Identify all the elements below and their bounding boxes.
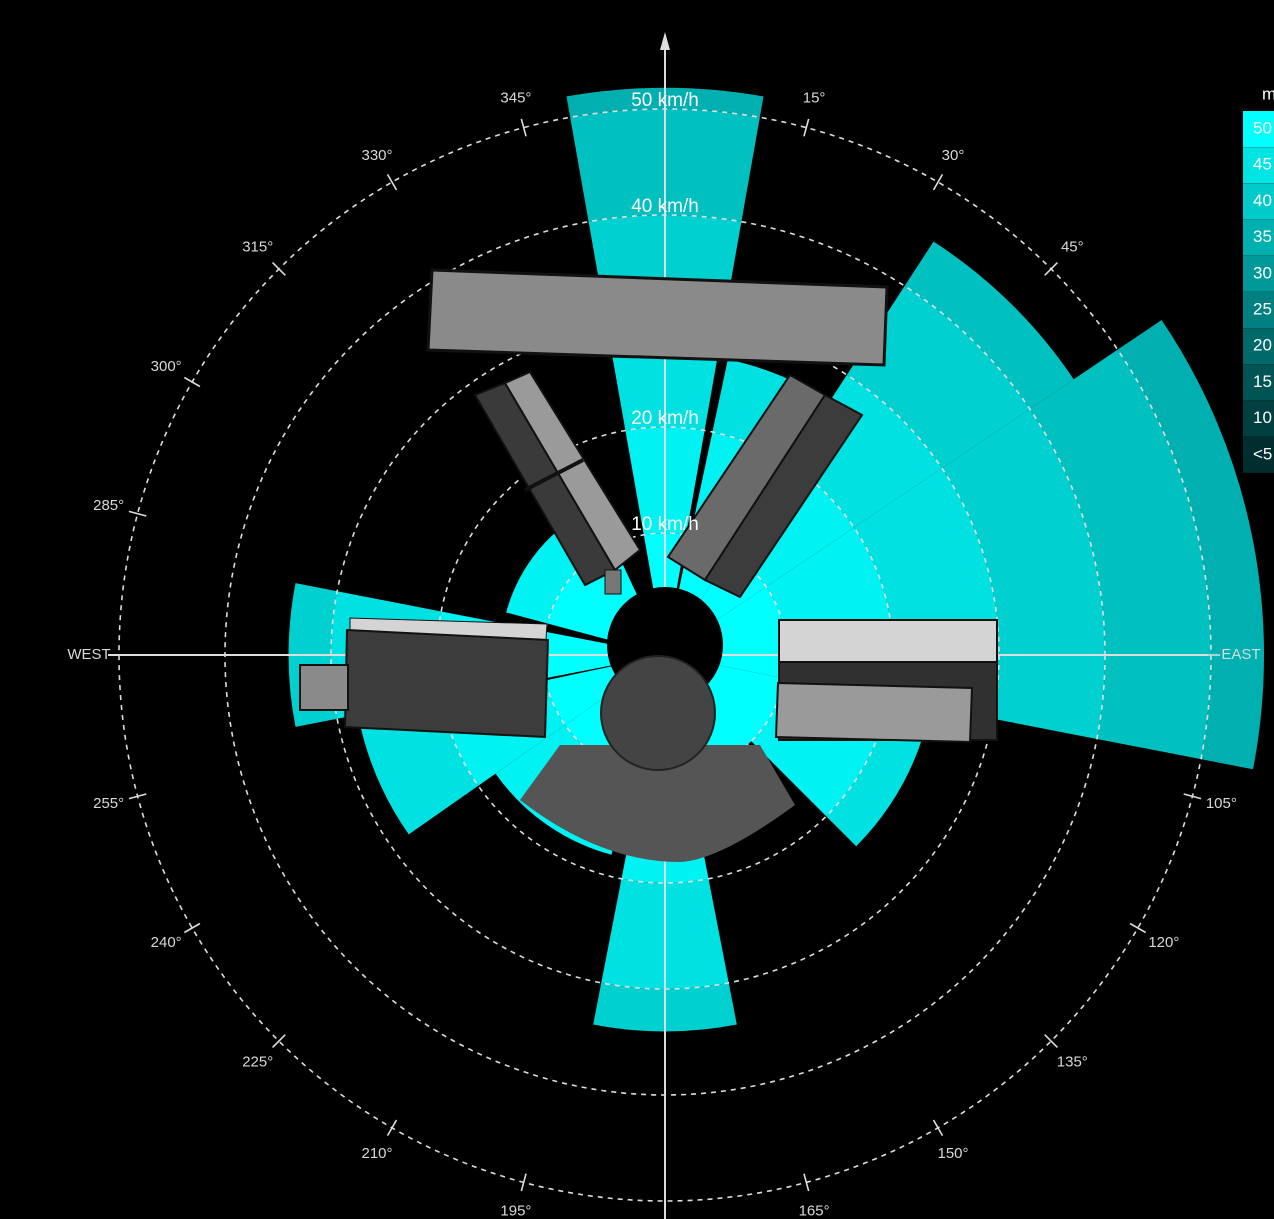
angle-label: 345° [500, 90, 531, 107]
sector-band [359, 702, 479, 835]
angle-tick [271, 261, 286, 276]
angle-label: 45° [1061, 239, 1084, 256]
legend-swatch [1243, 328, 1274, 365]
building [600, 655, 716, 771]
legend-swatch [1243, 364, 1274, 401]
angle-label: 315° [242, 239, 273, 256]
legend-swatch [1243, 111, 1274, 147]
legend-label: 35 [1253, 227, 1272, 246]
angle-label: 330° [361, 147, 392, 164]
angle-tick [128, 793, 147, 800]
sector-band [846, 285, 1030, 469]
angle-label: 225° [242, 1053, 273, 1070]
sector-band [1117, 320, 1264, 770]
legend-swatch [1243, 219, 1274, 256]
angle-tick [520, 1173, 527, 1192]
building [703, 393, 864, 599]
legend-swatch [1243, 436, 1274, 473]
angle-tick [183, 376, 201, 388]
angle-label: WEST [67, 646, 110, 663]
ring-label: 20 km/h [631, 408, 699, 429]
angle-label: 120° [1148, 934, 1179, 951]
building [426, 268, 889, 367]
legend-label: <5 [1253, 444, 1272, 463]
angle-tick [1183, 793, 1202, 800]
angle-tick [520, 118, 527, 137]
angle-label: 30° [942, 147, 965, 164]
sector-band [904, 241, 1074, 409]
labels: 15°30°45°EAST105°120°135°150°165°SOUTH19… [67, 90, 1260, 1219]
legend-label: 10 [1253, 408, 1272, 427]
sector-band [941, 408, 1106, 739]
legend-swatch [1243, 183, 1274, 220]
angle-tick [386, 173, 398, 191]
angle-label: 105° [1206, 795, 1237, 812]
building [343, 628, 550, 739]
building [604, 569, 622, 595]
legend-label: 45 [1253, 155, 1272, 174]
angle-tick [271, 1034, 286, 1049]
angle-tick [1129, 922, 1147, 934]
angle-tick [1044, 261, 1059, 276]
angle-tick [183, 922, 201, 934]
angle-tick [932, 1119, 944, 1137]
legend-label: 50 [1253, 118, 1272, 137]
legend-swatch [1243, 147, 1274, 184]
angle-label: 15° [803, 90, 826, 107]
angle-tick [1044, 1034, 1059, 1049]
ring-label: 40 km/h [631, 196, 699, 217]
north-arrow [660, 32, 670, 50]
building-edge [524, 458, 584, 492]
legend-swatch [1243, 400, 1274, 437]
angle-label: 255° [93, 795, 124, 812]
angle-tick [803, 118, 810, 137]
building [520, 745, 795, 862]
legend-swatch [1243, 292, 1274, 328]
ring-label: 10 km/h [631, 514, 699, 535]
angle-label: 165° [799, 1202, 830, 1219]
building [774, 681, 974, 744]
angle-tick [932, 173, 944, 191]
angle-label: 240° [151, 934, 182, 951]
legend-label: 15 [1253, 372, 1272, 391]
angle-label: 195° [500, 1202, 531, 1219]
angle-label: 285° [93, 497, 124, 514]
angle-label: EAST [1221, 646, 1260, 663]
legend-swatch [1243, 255, 1274, 292]
angle-tick [803, 1173, 810, 1192]
ring-label: 50 km/h [631, 90, 699, 111]
legend-label: 30 [1253, 263, 1272, 282]
legend-label: 20 [1253, 336, 1272, 355]
angle-label: 135° [1057, 1053, 1088, 1070]
angle-label: 150° [937, 1145, 968, 1162]
buildings [299, 268, 998, 862]
legend-label: 25 [1253, 299, 1272, 318]
angle-tick [128, 510, 147, 517]
sector-band [1029, 349, 1211, 760]
building [778, 619, 998, 665]
angle-tick [386, 1119, 398, 1137]
legend-label: 40 [1253, 191, 1272, 210]
building [299, 664, 349, 711]
angle-label: 210° [361, 1145, 392, 1162]
building [503, 370, 642, 572]
legend: m 50 45 40 35 30 25 20 15 10 <5 [1243, 84, 1274, 473]
legend-title: m [1262, 84, 1274, 103]
angle-label: 300° [151, 358, 182, 375]
